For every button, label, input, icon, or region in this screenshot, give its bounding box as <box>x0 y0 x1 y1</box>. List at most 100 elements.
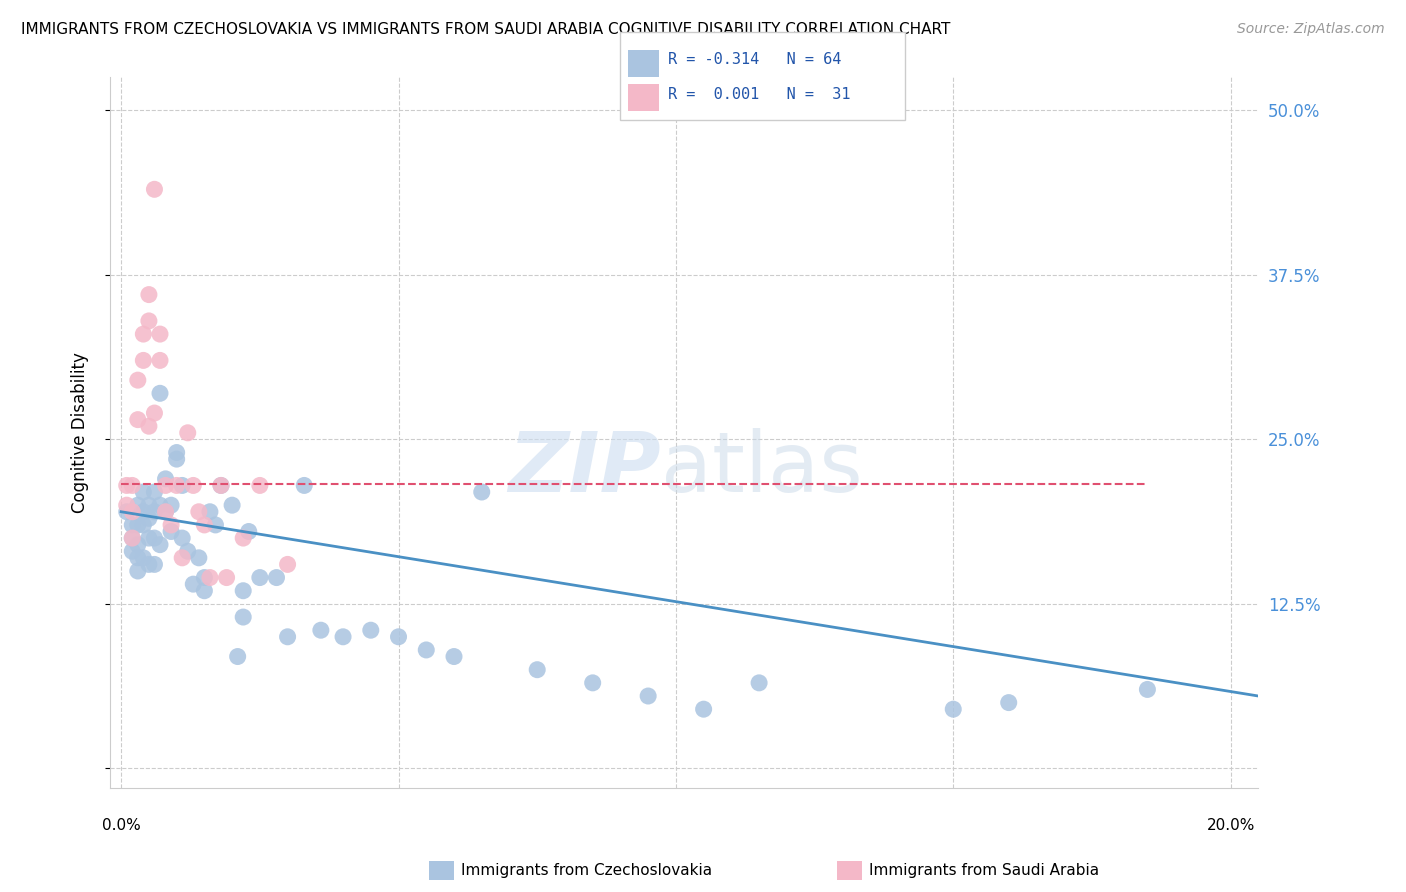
Point <box>582 676 605 690</box>
Point <box>138 498 160 512</box>
Point <box>138 314 160 328</box>
Point <box>127 564 149 578</box>
Point <box>187 550 209 565</box>
Point <box>387 630 409 644</box>
Point <box>332 630 354 644</box>
Point <box>138 531 160 545</box>
Point <box>309 624 332 638</box>
Point <box>160 517 183 532</box>
Text: 0.0%: 0.0% <box>101 819 141 833</box>
Point <box>198 570 221 584</box>
Point <box>132 485 155 500</box>
Point <box>942 702 965 716</box>
Point <box>155 472 177 486</box>
Text: Source: ZipAtlas.com: Source: ZipAtlas.com <box>1237 22 1385 37</box>
Point <box>249 478 271 492</box>
Point <box>177 544 200 558</box>
Point <box>166 478 188 492</box>
Point <box>149 386 172 401</box>
Point <box>132 353 155 368</box>
Point <box>166 445 188 459</box>
Point <box>132 517 155 532</box>
Point <box>292 478 315 492</box>
Point <box>193 517 215 532</box>
Point <box>181 577 204 591</box>
Point <box>266 570 288 584</box>
Point <box>155 505 177 519</box>
Text: atlas: atlas <box>661 428 863 508</box>
Point <box>181 478 204 492</box>
Point <box>121 531 143 545</box>
Point <box>132 505 155 519</box>
Point <box>138 287 160 301</box>
Point <box>115 478 138 492</box>
Point <box>127 498 149 512</box>
Point <box>277 558 299 572</box>
Text: 20.0%: 20.0% <box>1206 819 1254 833</box>
Point <box>360 624 382 638</box>
Point <box>143 558 166 572</box>
Point <box>198 505 221 519</box>
Point <box>121 531 143 545</box>
Point <box>172 478 194 492</box>
Point <box>177 425 200 440</box>
Point <box>471 485 494 500</box>
Point <box>132 550 155 565</box>
Point <box>221 498 243 512</box>
Point <box>143 406 166 420</box>
Point <box>149 353 172 368</box>
Point <box>172 550 194 565</box>
Point <box>637 689 659 703</box>
Point <box>121 505 143 519</box>
Text: IMMIGRANTS FROM CZECHOSLOVAKIA VS IMMIGRANTS FROM SAUDI ARABIA COGNITIVE DISABIL: IMMIGRANTS FROM CZECHOSLOVAKIA VS IMMIGR… <box>21 22 950 37</box>
Point <box>132 327 155 342</box>
Point <box>443 649 465 664</box>
Text: Immigrants from Saudi Arabia: Immigrants from Saudi Arabia <box>869 863 1099 878</box>
Point <box>160 524 183 539</box>
Point <box>127 517 149 532</box>
Text: R =  0.001   N =  31: R = 0.001 N = 31 <box>668 87 851 102</box>
Point <box>149 327 172 342</box>
Point <box>143 531 166 545</box>
Point <box>238 524 260 539</box>
Point <box>193 570 215 584</box>
Point <box>138 419 160 434</box>
Point <box>215 570 238 584</box>
Point <box>172 531 194 545</box>
Point <box>143 505 166 519</box>
Point <box>166 452 188 467</box>
Point <box>232 531 254 545</box>
Point <box>209 478 232 492</box>
Point <box>115 505 138 519</box>
Point <box>155 478 177 492</box>
Point <box>997 696 1019 710</box>
Point <box>155 505 177 519</box>
Point <box>232 583 254 598</box>
Point <box>277 630 299 644</box>
Point <box>138 511 160 525</box>
Point <box>204 517 226 532</box>
Point <box>121 517 143 532</box>
Point <box>115 498 138 512</box>
Point <box>143 485 166 500</box>
Text: ZIP: ZIP <box>509 428 661 508</box>
Point <box>748 676 770 690</box>
Point <box>249 570 271 584</box>
Point <box>160 498 183 512</box>
Point <box>187 505 209 519</box>
Point <box>127 550 149 565</box>
Point <box>149 538 172 552</box>
Point <box>526 663 548 677</box>
Point <box>121 478 143 492</box>
Text: Immigrants from Czechoslovakia: Immigrants from Czechoslovakia <box>461 863 713 878</box>
Point <box>149 498 172 512</box>
Point <box>127 412 149 426</box>
Point <box>143 182 166 196</box>
Y-axis label: Cognitive Disability: Cognitive Disability <box>72 352 89 513</box>
Text: R = -0.314   N = 64: R = -0.314 N = 64 <box>668 53 841 67</box>
Point <box>415 643 437 657</box>
Point <box>138 558 160 572</box>
Point <box>226 649 249 664</box>
Point <box>232 610 254 624</box>
Point <box>692 702 714 716</box>
